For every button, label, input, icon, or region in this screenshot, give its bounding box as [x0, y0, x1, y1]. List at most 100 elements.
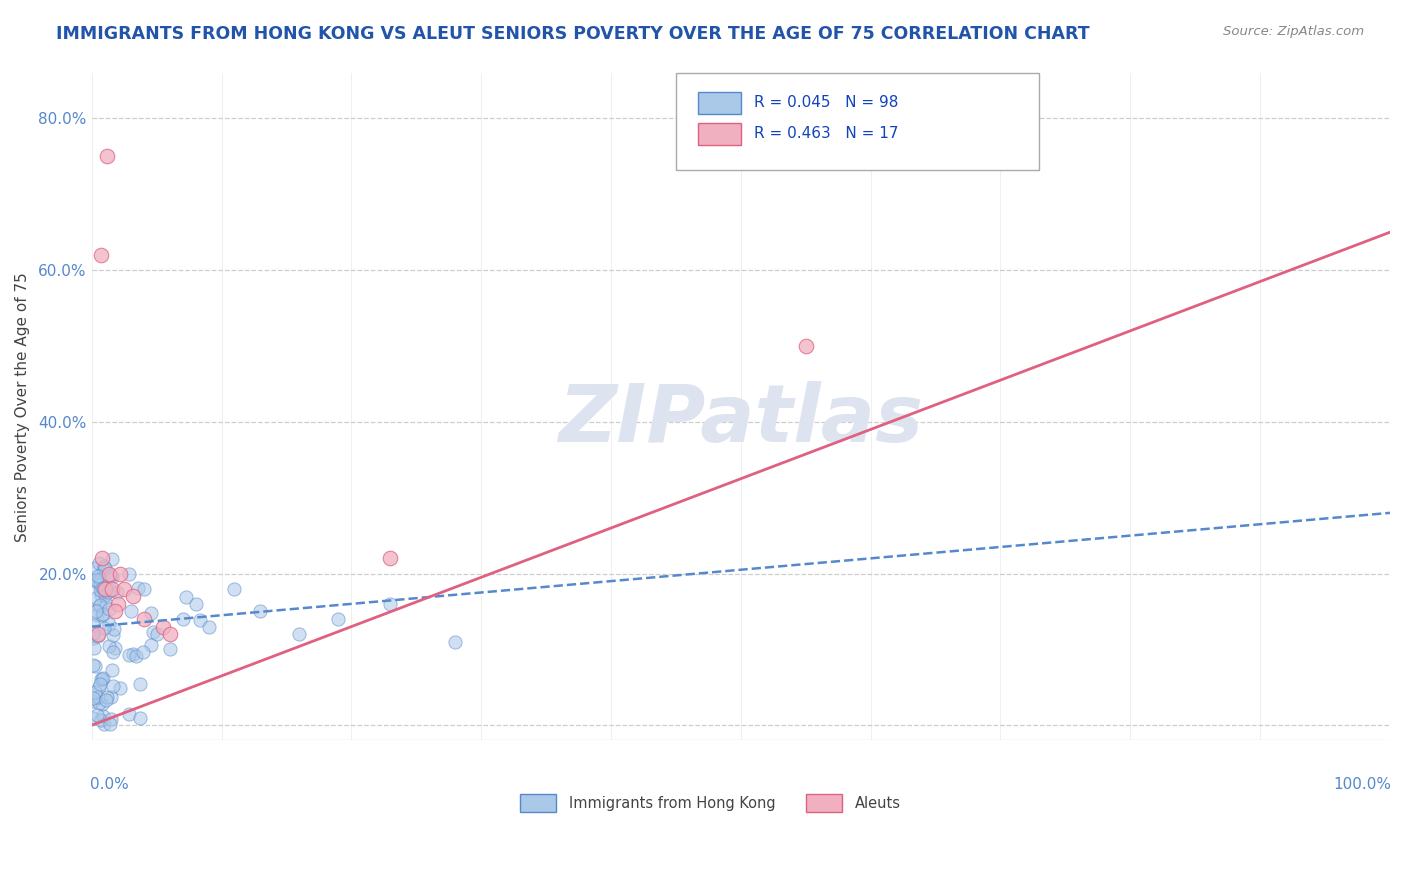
- Point: [90, 588, 112, 602]
- Point: [96, 149, 118, 163]
- Point: [90, 673, 112, 687]
- Point: [94, 588, 117, 602]
- FancyBboxPatch shape: [520, 794, 557, 813]
- Point: [127, 581, 149, 595]
- Point: [100, 567, 122, 582]
- FancyBboxPatch shape: [697, 123, 741, 145]
- Point: [107, 597, 129, 611]
- Point: [101, 582, 124, 596]
- Point: [101, 644, 124, 658]
- Point: [84, 658, 107, 673]
- Text: R = 0.045   N = 98: R = 0.045 N = 98: [754, 95, 898, 110]
- Text: ZIPatlas: ZIPatlas: [558, 381, 924, 459]
- Point: [97, 585, 120, 599]
- Point: [83, 640, 105, 655]
- Point: [91, 581, 114, 595]
- Point: [197, 619, 219, 633]
- Point: [97, 616, 120, 631]
- Point: [100, 712, 122, 726]
- Point: [82, 626, 104, 640]
- Point: [101, 663, 124, 677]
- Point: [184, 597, 207, 611]
- Point: [104, 604, 127, 618]
- Point: [89, 572, 111, 586]
- Point: [82, 631, 104, 645]
- Point: [122, 589, 145, 603]
- Point: [288, 627, 311, 641]
- Point: [90, 248, 112, 262]
- Point: [129, 711, 152, 725]
- Point: [380, 551, 402, 566]
- Y-axis label: Seniors Poverty Over the Age of 75: Seniors Poverty Over the Age of 75: [15, 272, 30, 541]
- Point: [224, 582, 246, 596]
- Point: [328, 612, 350, 626]
- Point: [117, 566, 139, 581]
- Point: [90, 713, 112, 727]
- Point: [82, 693, 104, 707]
- Text: Aleuts: Aleuts: [855, 796, 901, 811]
- Point: [82, 711, 104, 725]
- Point: [101, 552, 124, 566]
- Point: [129, 677, 152, 691]
- Point: [105, 585, 128, 599]
- Point: [87, 556, 110, 570]
- Point: [159, 627, 181, 641]
- Point: [132, 645, 155, 659]
- Point: [86, 608, 108, 623]
- Point: [174, 591, 197, 605]
- Point: [190, 613, 212, 627]
- Point: [152, 619, 174, 633]
- Point: [84, 561, 107, 575]
- Point: [96, 690, 118, 705]
- Point: [82, 618, 104, 632]
- Point: [89, 599, 111, 613]
- Point: [90, 582, 112, 597]
- Point: [84, 604, 107, 618]
- Text: 100.0%: 100.0%: [1333, 777, 1391, 792]
- Text: Immigrants from Hong Kong: Immigrants from Hong Kong: [569, 796, 776, 811]
- Point: [141, 638, 163, 652]
- Point: [86, 572, 108, 586]
- Point: [98, 601, 121, 615]
- FancyBboxPatch shape: [806, 794, 842, 813]
- Point: [93, 717, 115, 731]
- Point: [89, 577, 111, 591]
- Point: [91, 607, 114, 622]
- Text: IMMIGRANTS FROM HONG KONG VS ALEUT SENIORS POVERTY OVER THE AGE OF 75 CORRELATIO: IMMIGRANTS FROM HONG KONG VS ALEUT SENIO…: [56, 25, 1090, 43]
- Point: [108, 681, 131, 695]
- Point: [98, 583, 121, 598]
- Point: [87, 627, 110, 641]
- Point: [82, 657, 104, 672]
- Point: [141, 606, 163, 620]
- Point: [249, 604, 271, 618]
- Point: [86, 707, 108, 722]
- Point: [142, 625, 165, 640]
- Point: [98, 716, 121, 731]
- Point: [103, 628, 125, 642]
- Text: 0.0%: 0.0%: [90, 777, 129, 792]
- Point: [87, 696, 110, 710]
- Point: [124, 649, 146, 664]
- Point: [83, 685, 105, 699]
- Point: [118, 706, 141, 721]
- Point: [87, 629, 110, 643]
- Point: [93, 621, 115, 635]
- Point: [103, 679, 125, 693]
- Point: [98, 639, 121, 653]
- FancyBboxPatch shape: [676, 73, 1039, 169]
- Point: [82, 690, 104, 705]
- Point: [145, 627, 167, 641]
- Point: [93, 559, 115, 574]
- Point: [91, 672, 114, 686]
- Point: [794, 339, 817, 353]
- Point: [172, 612, 194, 626]
- Point: [91, 561, 114, 575]
- Point: [122, 647, 145, 661]
- Point: [86, 573, 108, 587]
- Point: [100, 570, 122, 584]
- Point: [103, 622, 125, 636]
- Point: [91, 671, 114, 685]
- Point: [91, 709, 114, 723]
- Point: [132, 582, 155, 596]
- Point: [86, 690, 108, 704]
